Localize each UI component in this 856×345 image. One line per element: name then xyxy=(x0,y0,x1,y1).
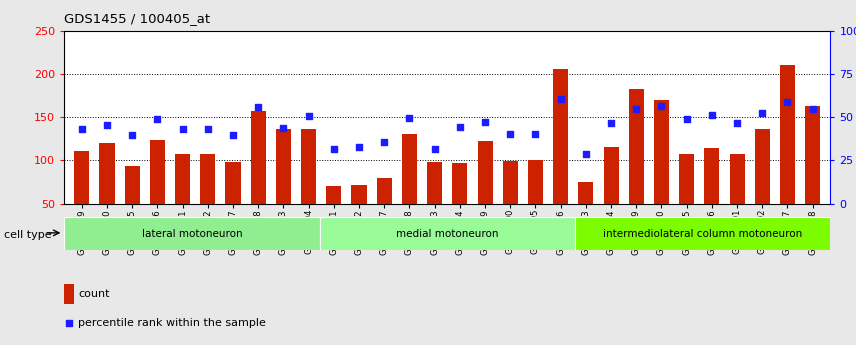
Bar xyxy=(553,69,568,204)
Point xyxy=(125,133,139,138)
Bar xyxy=(175,155,190,204)
Bar xyxy=(251,111,266,204)
Bar xyxy=(452,163,467,204)
Text: lateral motoneuron: lateral motoneuron xyxy=(141,229,242,239)
Point xyxy=(805,106,819,111)
Point xyxy=(62,320,75,325)
Point xyxy=(554,96,568,102)
Bar xyxy=(575,217,830,250)
Point xyxy=(252,104,265,110)
Point xyxy=(655,104,669,109)
Bar xyxy=(805,106,820,204)
Point xyxy=(226,133,240,138)
Bar xyxy=(326,186,342,204)
Bar xyxy=(654,100,669,204)
Bar xyxy=(301,128,316,204)
Point xyxy=(579,152,592,157)
Point xyxy=(479,119,492,125)
Point xyxy=(302,114,316,119)
Bar xyxy=(74,151,89,204)
Text: medial motoneuron: medial motoneuron xyxy=(396,229,498,239)
Bar xyxy=(628,89,644,204)
Bar xyxy=(729,154,745,204)
Bar xyxy=(704,148,719,204)
Point xyxy=(680,116,693,122)
Bar xyxy=(319,217,575,250)
Bar xyxy=(402,134,417,204)
Point xyxy=(151,116,164,122)
Point xyxy=(352,145,366,150)
Point xyxy=(730,121,744,126)
Bar xyxy=(200,155,216,204)
Point xyxy=(705,112,719,117)
Bar xyxy=(150,140,165,204)
Point xyxy=(75,127,89,132)
Point xyxy=(402,115,416,121)
Point xyxy=(100,122,114,128)
Text: cell type: cell type xyxy=(4,230,52,239)
Point xyxy=(377,139,391,145)
Point xyxy=(428,146,442,152)
Bar xyxy=(780,65,795,204)
Bar xyxy=(579,182,593,204)
Point xyxy=(276,125,290,130)
Text: percentile rank within the sample: percentile rank within the sample xyxy=(78,318,265,327)
Point xyxy=(201,127,215,132)
Text: GDS1455 / 100405_at: GDS1455 / 100405_at xyxy=(64,12,211,25)
Bar xyxy=(276,128,291,204)
Bar xyxy=(755,128,770,204)
Point xyxy=(327,146,341,152)
Point xyxy=(756,110,770,116)
Point xyxy=(529,131,543,136)
Text: intermediolateral column motoneuron: intermediolateral column motoneuron xyxy=(603,229,802,239)
Bar xyxy=(99,143,115,204)
Bar xyxy=(225,162,241,204)
Bar xyxy=(377,178,392,204)
Point xyxy=(453,124,467,130)
Bar xyxy=(352,186,366,204)
Bar xyxy=(125,166,140,204)
Bar xyxy=(64,284,74,304)
Point xyxy=(629,106,643,111)
Point xyxy=(781,99,794,105)
Bar xyxy=(603,147,619,204)
Point xyxy=(604,121,618,126)
Point xyxy=(503,131,517,136)
Text: count: count xyxy=(78,289,110,299)
Bar xyxy=(427,162,443,204)
Bar xyxy=(64,217,319,250)
Bar xyxy=(478,141,492,204)
Point xyxy=(175,126,189,131)
Bar xyxy=(528,159,543,204)
Bar xyxy=(679,155,694,204)
Bar xyxy=(502,161,518,204)
